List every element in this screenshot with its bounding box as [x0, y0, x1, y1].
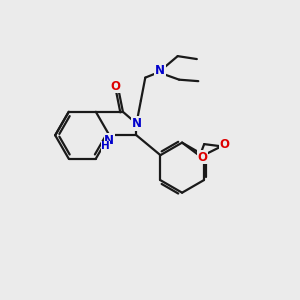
Text: O: O — [110, 80, 120, 93]
Text: O: O — [198, 151, 208, 164]
Text: N: N — [131, 117, 142, 130]
Text: N: N — [104, 134, 114, 147]
Text: N: N — [155, 64, 165, 77]
Text: O: O — [219, 138, 230, 151]
Text: H: H — [101, 142, 110, 152]
